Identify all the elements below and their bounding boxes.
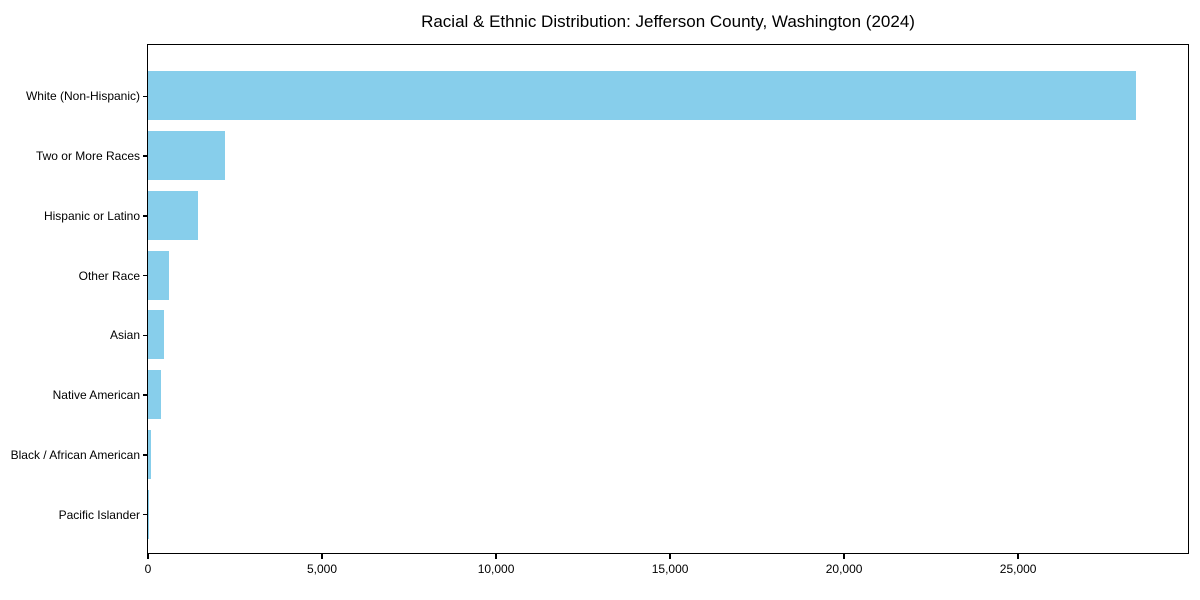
x-tick-mark [321,554,323,559]
y-tick-label: Other Race [78,268,140,283]
y-tick-label: White (Non-Hispanic) [25,89,140,104]
y-axis-labels: White (Non-Hispanic) Two or More Races His… [0,44,140,554]
y-tick-mark [142,215,148,217]
bar-row [148,305,1188,365]
bar-row [148,186,1188,246]
bar [148,131,225,181]
chart-title: Racial & Ethnic Distribution: Jefferson … [421,12,915,31]
y-tick-label: Native American [52,388,140,403]
y-tick-mark [142,155,148,157]
y-tick-mark [142,513,148,516]
plot-area [147,44,1189,554]
bar-row [148,365,1188,425]
bars-container [148,45,1188,553]
x-tick-label: 0 [144,562,152,576]
y-tick-mark [142,394,148,396]
x-tick-mark [843,554,845,559]
y-tick-label: Hispanic or Latino [43,208,140,223]
x-tick-label: 5,000 [307,562,338,576]
x-tick-mark [147,554,149,559]
bar [148,489,149,539]
x-tick-label: 20,000 [825,562,863,576]
bar-row [148,245,1188,305]
x-tick-mark [495,554,497,559]
bar [148,370,162,420]
y-tick-mark [142,334,148,337]
x-tick-label: 25,000 [999,562,1037,576]
bar [148,310,164,360]
bar-row [148,66,1188,126]
y-tick-mark [142,454,148,456]
y-tick-mark [142,274,148,277]
y-tick-label: Pacific Islander [58,507,140,522]
x-tick-label: 15,000 [651,562,689,576]
y-tick-label: Black / African American [10,447,140,462]
bar [148,71,1137,121]
bar-row [148,484,1188,544]
y-tick-label: Asian [109,328,140,343]
bar [148,429,152,479]
bar-row [148,425,1188,485]
x-tick-mark [669,554,671,559]
bar [148,250,169,300]
x-tick-label: 10,000 [477,562,515,576]
y-tick-mark [142,95,148,98]
bar-row [148,126,1188,186]
y-tick-label: Two or More Races [35,149,140,164]
x-tick-mark [1017,554,1019,559]
bar [148,190,199,240]
